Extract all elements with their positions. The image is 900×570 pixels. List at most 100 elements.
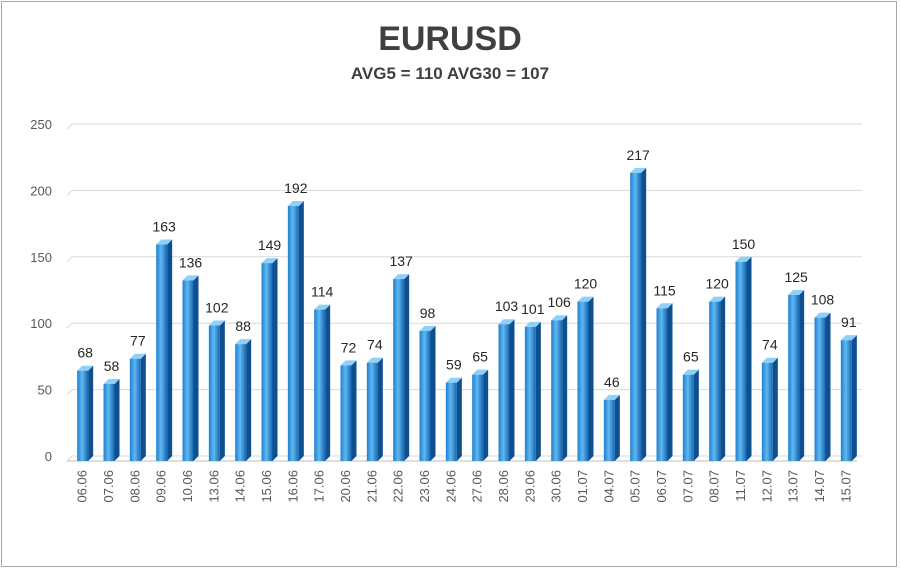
bar-group (630, 167, 647, 461)
bar-top (630, 167, 647, 173)
gridline-depth (66, 322, 73, 329)
x-tick-label: 13.07 (786, 470, 801, 503)
bar-side (298, 201, 304, 462)
bar-group (656, 303, 673, 461)
bar-top (682, 369, 699, 375)
bar-top (709, 296, 726, 302)
bar-group (603, 394, 620, 461)
bar-group (103, 378, 120, 461)
bar-group (314, 304, 331, 461)
gridline-depth (66, 256, 73, 263)
bar-top (551, 315, 568, 321)
x-tick-label: 09.06 (154, 470, 169, 503)
x-tick-label: 30.06 (549, 470, 564, 503)
bar-group (156, 239, 173, 461)
y-tick-label: 250 (30, 117, 52, 132)
bar-side (641, 167, 647, 461)
x-tick-label: 01.07 (575, 470, 590, 503)
bar (524, 326, 536, 461)
bar-group (77, 365, 94, 461)
y-tick-label: 0 (45, 449, 52, 464)
bar-top (235, 339, 252, 345)
bar (182, 280, 194, 461)
bar (709, 301, 721, 461)
bar-side (746, 256, 752, 461)
gridline-depth (66, 123, 73, 130)
bar-group (445, 377, 462, 461)
bar-group (287, 201, 304, 462)
data-label: 125 (784, 269, 808, 285)
bar-top (314, 304, 331, 310)
bar-group (472, 369, 489, 461)
bar (77, 370, 89, 461)
data-label: 114 (311, 284, 334, 300)
x-tick-label: 22.06 (391, 470, 406, 503)
x-tick-label: 06.07 (654, 470, 669, 503)
bar-top (129, 353, 146, 359)
bar-side (483, 369, 489, 461)
bar-group (682, 369, 699, 461)
bar (261, 263, 273, 461)
bar-top (498, 319, 515, 325)
bar-side (693, 369, 699, 461)
data-label: 72 (341, 339, 357, 355)
bar-top (261, 258, 278, 264)
data-label: 74 (367, 337, 383, 353)
bar (393, 279, 405, 461)
bars (77, 167, 857, 462)
chart-title: EURUSD (378, 20, 522, 58)
x-tick-label: 11.07 (733, 470, 748, 502)
bar (314, 309, 326, 461)
data-label: 150 (732, 236, 756, 252)
x-tick-label: 12.07 (759, 470, 774, 503)
x-tick-label: 14.06 (233, 470, 248, 503)
bar-group (340, 360, 357, 461)
x-tick-label: 13.06 (206, 470, 221, 503)
data-label: 163 (152, 219, 176, 235)
bar-top (445, 377, 462, 383)
bar-side (88, 365, 94, 461)
bar-top (761, 357, 778, 363)
bar (156, 244, 168, 461)
bar-group (840, 335, 857, 461)
data-label: 88 (235, 318, 251, 334)
data-label: 58 (104, 358, 120, 374)
x-tick-label: 07.06 (101, 470, 116, 503)
x-tick-label: 21.06 (364, 470, 379, 503)
bar-side (614, 394, 620, 461)
bar-side (456, 377, 462, 461)
data-label: 59 (446, 357, 462, 373)
bar-side (140, 353, 146, 461)
y-tick-label: 200 (30, 183, 52, 198)
bar-side (720, 296, 726, 461)
bar-group (182, 275, 199, 461)
bar (419, 330, 431, 461)
bar-group (577, 296, 594, 461)
bar-side (114, 378, 120, 461)
bar (603, 399, 615, 461)
bar-group (788, 290, 805, 461)
bar (445, 382, 457, 461)
bar-side (799, 290, 805, 461)
bar (498, 324, 510, 461)
data-label: 46 (604, 374, 620, 390)
bar-group (208, 320, 225, 461)
bar-side (325, 304, 331, 461)
bar-top (472, 369, 489, 375)
data-label: 68 (77, 345, 93, 361)
bar-group (366, 357, 383, 461)
bar-top (603, 394, 620, 400)
y-tick-label: 50 (38, 383, 52, 398)
y-tick-label: 150 (30, 250, 52, 265)
data-labels: 68 58 77 163 136 102 88 149 192 114 72 74 137 98 59 65 1… (77, 147, 856, 390)
x-tick-label: 17.06 (312, 470, 327, 503)
x-tick-label: 29.06 (522, 470, 537, 503)
bar-side (193, 275, 199, 461)
bar-group (761, 357, 778, 461)
bar-group (814, 312, 831, 461)
data-label: 74 (762, 337, 778, 353)
bar-top (656, 303, 673, 309)
bar (788, 295, 800, 461)
x-tick-label: 23.06 (417, 470, 432, 503)
x-tick-label: 06.06 (75, 470, 90, 503)
